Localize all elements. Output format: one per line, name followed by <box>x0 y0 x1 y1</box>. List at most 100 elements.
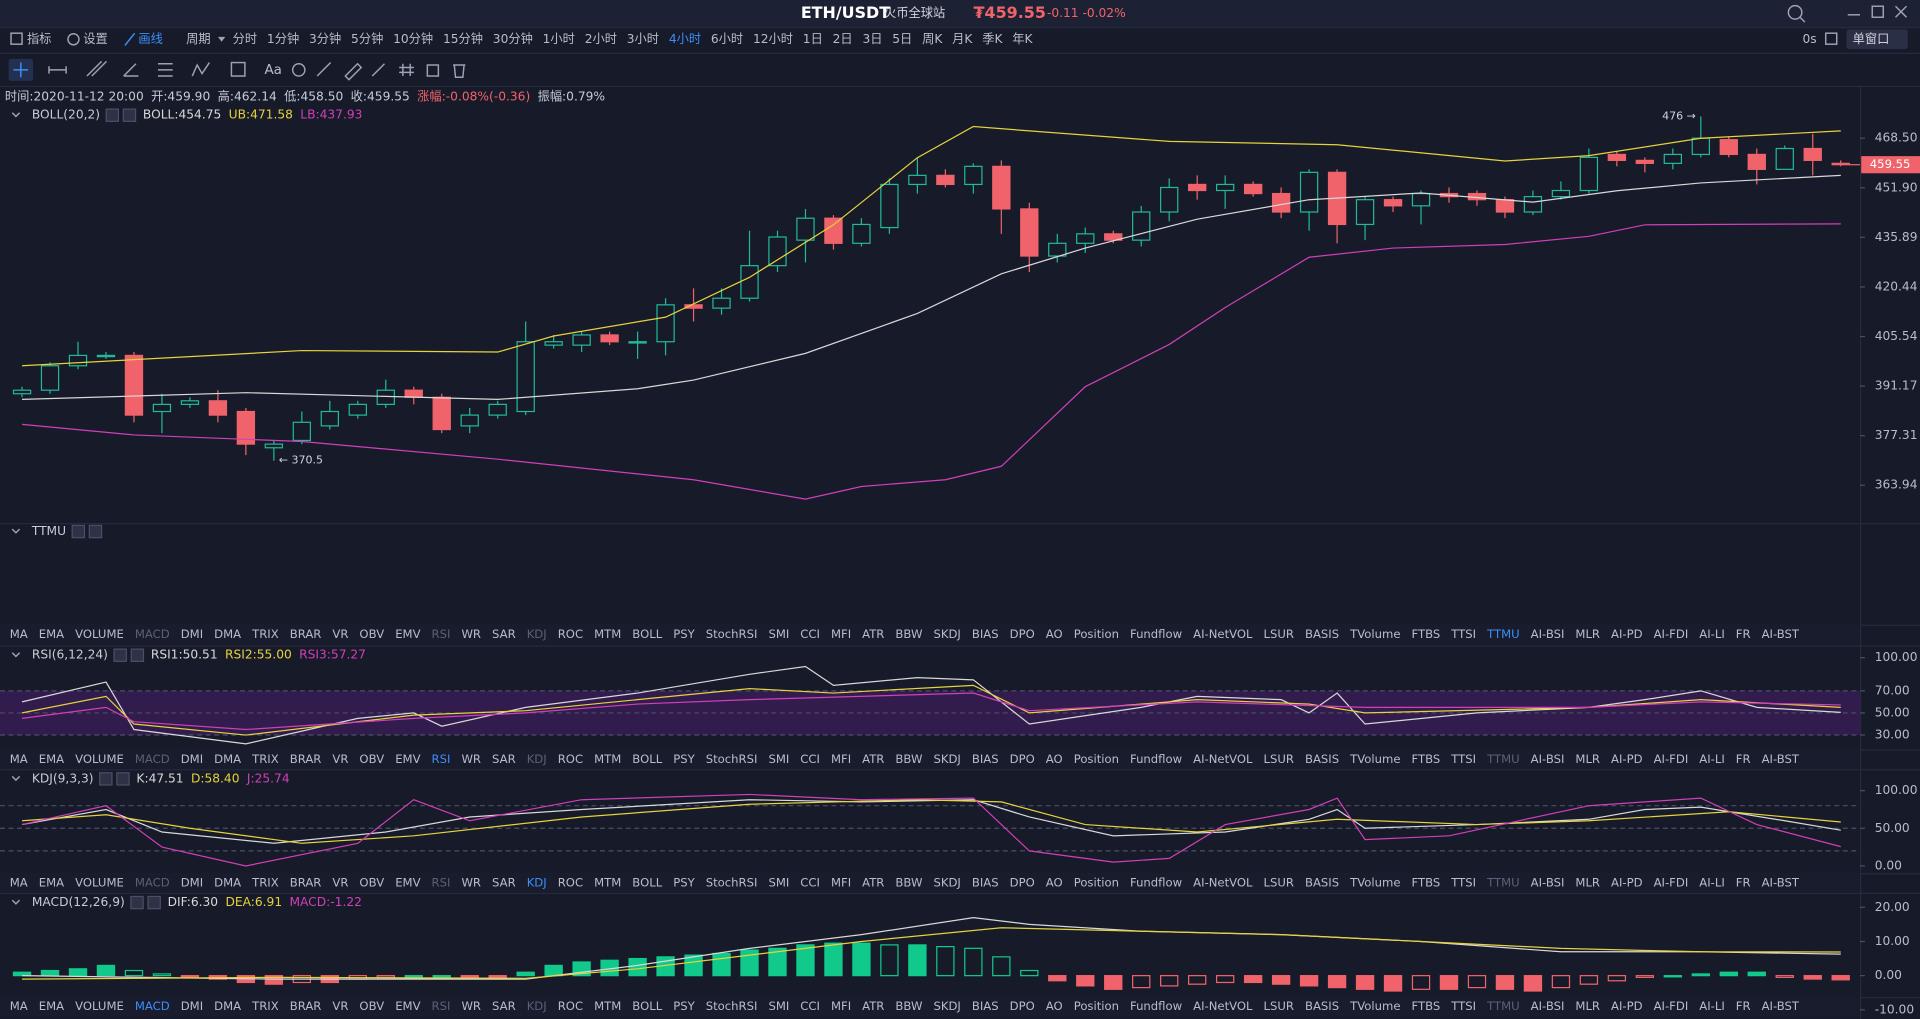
indicator-tab[interactable]: MA <box>10 875 28 889</box>
indicator-tab[interactable]: EMA <box>39 875 64 889</box>
indicator-tab[interactable]: Position <box>1074 999 1119 1013</box>
indicator-tab[interactable]: AI-BSI <box>1531 752 1565 766</box>
settings-box[interactable] <box>105 108 120 122</box>
text-tool[interactable]: Aa <box>264 63 281 78</box>
indicator-tab[interactable]: VR <box>332 999 348 1013</box>
indicator-tab[interactable]: BOLL <box>632 999 662 1013</box>
indicator-tab[interactable]: MFI <box>831 875 851 889</box>
indicator-tab[interactable]: PSY <box>673 875 695 889</box>
indicator-tab[interactable]: MLR <box>1575 752 1600 766</box>
indicator-tab[interactable]: CCI <box>800 627 820 641</box>
indicator-tab[interactable]: RSI <box>432 999 451 1013</box>
period-button[interactable]: 3小时 <box>627 32 659 46</box>
indicator-tab[interactable]: AI-NetVOL <box>1193 875 1253 889</box>
indicator-tab[interactable]: MACD <box>135 627 170 641</box>
indicator-tab[interactable]: AI-BST <box>1762 999 1800 1013</box>
period-button[interactable]: 5分钟 <box>351 31 383 46</box>
indicator-tab[interactable]: EMV <box>395 999 420 1013</box>
indicator-tab[interactable]: MACD <box>135 999 170 1013</box>
indicator-tab[interactable]: DMA <box>214 999 241 1013</box>
indicator-tab[interactable]: AO <box>1046 627 1063 641</box>
indicator-tab[interactable]: AO <box>1046 875 1063 889</box>
indicator-tab[interactable]: TTSI <box>1450 627 1476 641</box>
close-box[interactable] <box>130 648 145 662</box>
indicator-tab[interactable]: TTMU <box>1486 627 1520 641</box>
window-icons[interactable] <box>1787 4 1908 23</box>
indicator-tab[interactable]: TRIX <box>251 999 279 1013</box>
settings-box[interactable] <box>113 648 127 662</box>
indicator-tab[interactable]: AI-LI <box>1699 752 1724 766</box>
line-tool[interactable] <box>48 66 67 74</box>
indicator-tab[interactable]: MA <box>10 999 28 1013</box>
period-button[interactable]: 15分钟 <box>443 31 483 46</box>
indicator-tab[interactable]: MLR <box>1575 875 1600 889</box>
period-button[interactable]: 3分钟 <box>309 31 341 46</box>
indicator-tab[interactable]: KDJ <box>527 999 547 1013</box>
indicator-tab[interactable]: VOLUME <box>75 875 124 889</box>
indicator-tab[interactable]: SMI <box>768 875 789 889</box>
indicator-tab[interactable]: AI-FDI <box>1654 875 1689 889</box>
indicator-tab[interactable]: VR <box>332 875 348 889</box>
shape-tool[interactable] <box>230 61 246 77</box>
indicator-tab[interactable]: BIAS <box>972 999 999 1013</box>
indicator-tab[interactable]: TVolume <box>1349 999 1400 1013</box>
indicator-tab[interactable]: AI-BST <box>1762 627 1800 641</box>
period-button[interactable]: 月K <box>952 32 973 46</box>
crosshair-tool[interactable] <box>13 62 29 78</box>
collapse-chevron[interactable] <box>11 775 21 782</box>
period-button[interactable]: 2小时 <box>585 32 617 46</box>
indicator-tab[interactable]: MFI <box>831 627 851 641</box>
indicator-tab[interactable]: AI-NetVOL <box>1193 999 1253 1013</box>
indicator-tab[interactable]: MA <box>10 752 28 766</box>
indicator-tab[interactable]: BRAR <box>290 627 322 641</box>
indicator-tab[interactable]: Fundflow <box>1130 875 1183 889</box>
indicator-tab[interactable]: SAR <box>492 752 516 766</box>
indicator-tab[interactable]: MTM <box>594 627 621 641</box>
indicator-tab[interactable]: MACD <box>135 752 170 766</box>
indicator-tab[interactable]: WR <box>461 627 481 641</box>
indicator-tab[interactable]: ATR <box>862 875 884 889</box>
indicator-tab[interactable]: ROC <box>558 875 583 889</box>
indicator-tab[interactable]: AI-BST <box>1762 875 1800 889</box>
indicator-tab[interactable]: DMI <box>181 875 203 889</box>
indicator-tab[interactable]: KDJ <box>527 627 547 641</box>
indicator-tab[interactable]: StochRSI <box>706 875 758 889</box>
period-button[interactable]: 12小时 <box>753 32 793 46</box>
indicator-tab[interactable]: FTBS <box>1412 627 1441 641</box>
indicator-tab[interactable]: ROC <box>558 627 583 641</box>
indicator-tab[interactable]: AI-PD <box>1611 875 1643 889</box>
indicator-tab[interactable]: CCI <box>800 999 820 1013</box>
indicator-tab[interactable]: TTMU <box>1486 999 1520 1013</box>
indicator-tab[interactable]: SMI <box>768 999 789 1013</box>
indicator-tab[interactable]: AI-PD <box>1611 627 1643 641</box>
indicator-tab[interactable]: AI-PD <box>1611 752 1643 766</box>
indicator-tab[interactable]: AI-LI <box>1699 627 1724 641</box>
indicator-tab[interactable]: EMA <box>39 627 64 641</box>
indicator-tab[interactable]: AI-NetVOL <box>1193 752 1253 766</box>
indicator-tab[interactable]: VR <box>332 752 348 766</box>
indicator-tab[interactable]: Position <box>1074 627 1119 641</box>
indicator-tab[interactable]: BBW <box>895 999 923 1013</box>
indicator-tab[interactable]: OBV <box>359 875 384 889</box>
indicator-tab[interactable]: FTBS <box>1412 875 1441 889</box>
indicator-tab[interactable]: BRAR <box>290 752 322 766</box>
indicator-tab[interactable]: Fundflow <box>1130 752 1183 766</box>
indicator-tab[interactable]: VOLUME <box>75 999 124 1013</box>
eraser-tool[interactable] <box>371 63 386 77</box>
indicator-tab[interactable]: TTMU <box>1486 752 1520 766</box>
indicator-tab[interactable]: EMV <box>395 627 420 641</box>
measure-tool[interactable] <box>316 62 332 77</box>
indicator-tab[interactable]: AI-FDI <box>1654 999 1689 1013</box>
period-button[interactable]: 1小时 <box>543 32 575 46</box>
collapse-chevron[interactable] <box>11 528 21 534</box>
indicator-tab[interactable]: SKDJ <box>933 999 960 1013</box>
indicator-tab[interactable]: LSUR <box>1264 627 1294 641</box>
indicator-tab[interactable]: MLR <box>1575 999 1600 1013</box>
period-button[interactable]: 季K <box>982 32 1003 46</box>
indicator-tab[interactable]: EMV <box>395 875 420 889</box>
indicator-tab[interactable]: SKDJ <box>933 627 960 641</box>
indicator-tab[interactable]: Fundflow <box>1130 999 1183 1013</box>
indicator-tab[interactable]: AI-PD <box>1611 999 1643 1013</box>
indicator-tab[interactable]: ROC <box>558 999 583 1013</box>
toolbar-button[interactable]: 设置 <box>83 32 107 46</box>
